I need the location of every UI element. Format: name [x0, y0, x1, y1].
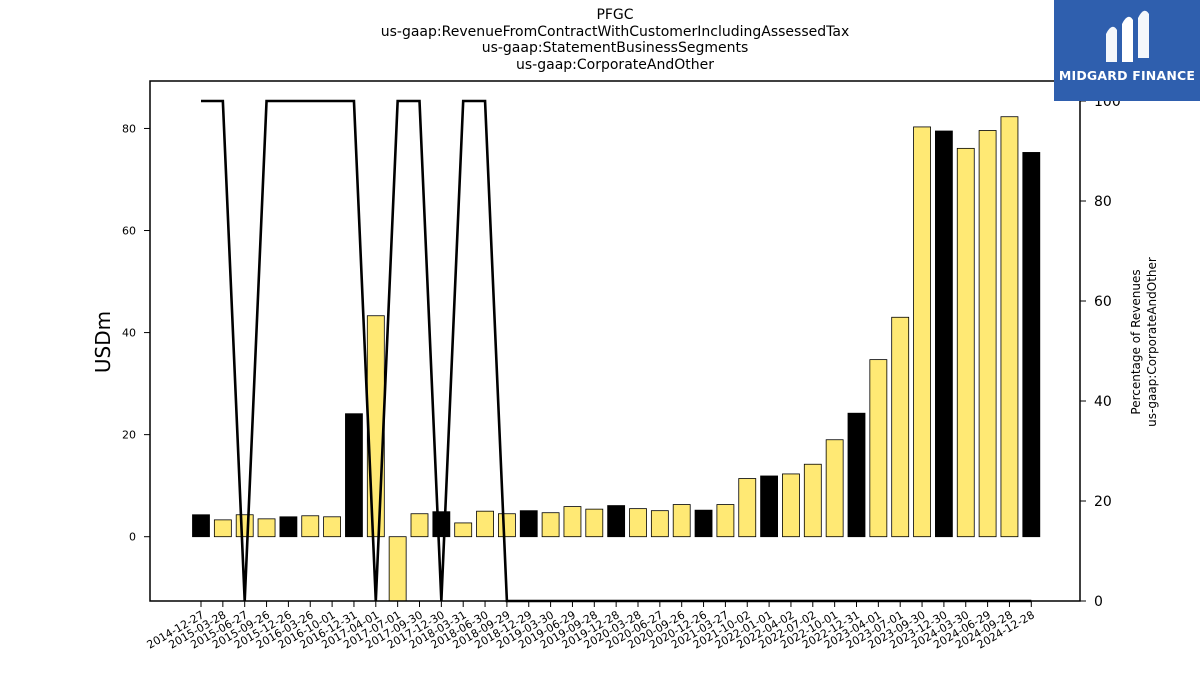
bar-2017-07-01 — [388, 536, 407, 602]
bar-2021-10-02 — [738, 478, 757, 538]
bar-2018-09-29 — [497, 513, 516, 538]
y-tick-label: 40 — [122, 327, 136, 340]
bar-2023-07-01 — [891, 316, 910, 538]
bar-2019-03-30 — [541, 512, 560, 538]
bar-2022-07-02 — [803, 463, 822, 538]
plot-area-frame — [149, 80, 1081, 602]
bar-2023-04-01 — [869, 359, 888, 538]
bar-2022-01-01 — [760, 475, 778, 538]
bar-2024-12-28 — [1022, 152, 1041, 538]
bar-2018-06-30 — [476, 510, 494, 538]
bar-2024-06-29 — [978, 130, 997, 538]
bar-2016-10-01 — [323, 516, 342, 538]
bar-2017-09-30 — [410, 513, 429, 538]
y-tick-label: 20 — [122, 429, 136, 442]
bar-2015-06-27 — [235, 514, 254, 538]
bar-2019-06-29 — [563, 506, 582, 538]
bar-2020-06-27 — [650, 510, 669, 538]
bar-2024-03-30 — [956, 147, 975, 538]
bar-2016-03-26 — [301, 515, 320, 538]
bar-2019-09-28 — [585, 508, 604, 538]
bar-2022-04-02 — [782, 473, 800, 538]
logo-text: MIDGARD FINANCE — [1058, 68, 1196, 83]
chart-title-line-4: us-gaap:CorporateAndOther — [516, 57, 714, 73]
midgard-logo-icon — [1106, 10, 1149, 62]
y2-axis-label-line-1: Percentage of Revenues — [1129, 269, 1143, 414]
midgard-finance-logo: MIDGARD FINANCE — [1054, 0, 1200, 101]
bar-2015-12-26 — [279, 516, 298, 538]
bar-2022-12-31 — [847, 412, 866, 538]
y2-tick-label: 0 — [1094, 594, 1103, 610]
chart-title-line-3: us-gaap:StatementBusinessSegments — [481, 40, 749, 56]
chart-title-line-1: PFGC — [596, 7, 634, 23]
bar-2014-12-27 — [192, 514, 210, 538]
y2-tick-label: 20 — [1094, 494, 1112, 510]
bar-2022-10-01 — [825, 439, 844, 538]
y-tick-label: 80 — [122, 122, 136, 135]
bar-2019-12-28 — [607, 505, 626, 538]
bar-2017-12-30 — [432, 511, 451, 538]
y-axis-label: USDm — [91, 311, 115, 373]
y2-tick-label: 40 — [1094, 394, 1112, 410]
bar-2018-03-31 — [454, 522, 473, 538]
y-tick-label: 60 — [122, 225, 136, 238]
bar-2016-12-31 — [345, 413, 363, 538]
bar-2021-03-27 — [716, 504, 735, 538]
chart-title-line-2: us-gaap:RevenueFromContractWithCustomerI… — [380, 24, 850, 40]
bar-2023-12-30 — [935, 130, 953, 538]
bar-2020-03-28 — [629, 508, 647, 538]
bar-2018-12-29 — [519, 510, 538, 538]
bar-2015-09-26 — [257, 518, 276, 538]
y2-tick-label: 80 — [1094, 194, 1112, 210]
bar-2015-03-28 — [213, 519, 232, 538]
bar-2020-09-26 — [672, 504, 691, 538]
bar-2017-04-01 — [366, 315, 385, 538]
y2-axis-label-line-2: us-gaap:CorporateAndOther — [1145, 257, 1159, 427]
y-tick-label: 0 — [129, 531, 136, 544]
bar-2020-12-26 — [694, 509, 713, 538]
y2-tick-label: 60 — [1094, 294, 1112, 310]
bar-2024-09-28 — [1000, 116, 1019, 538]
bar-2023-09-30 — [913, 126, 931, 538]
